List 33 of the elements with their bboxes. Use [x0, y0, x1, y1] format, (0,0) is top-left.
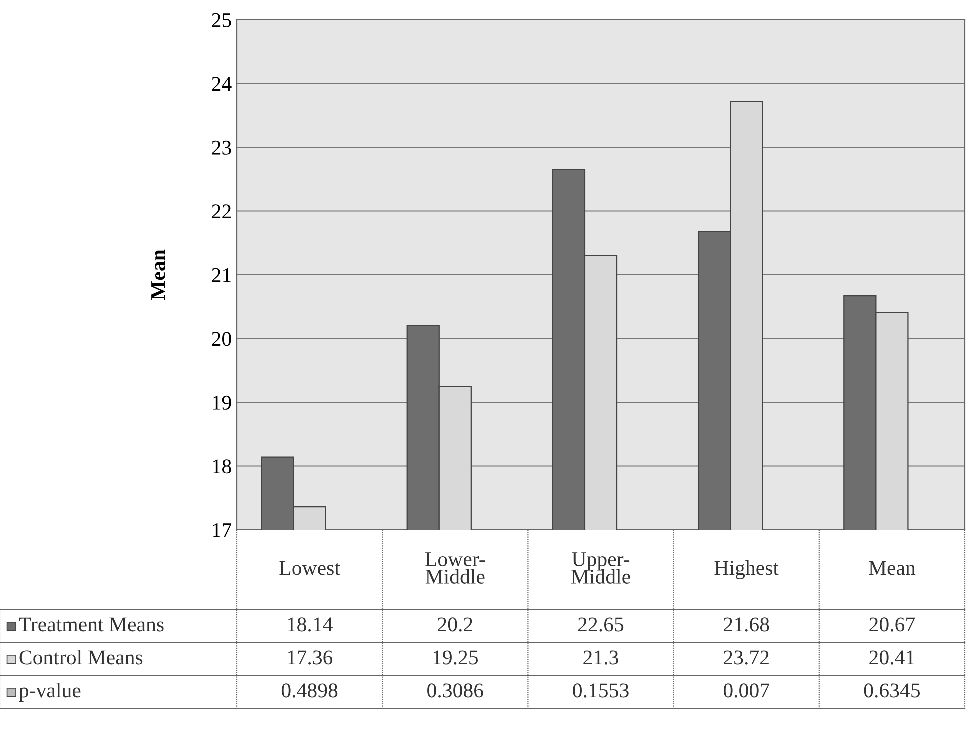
- y-tick-label: 21: [212, 268, 231, 282]
- y-tick-label: 18: [213, 460, 232, 474]
- y-tick-label: 20: [212, 332, 232, 346]
- text: 0.007: [724, 684, 770, 698]
- text: 0.3086: [428, 684, 484, 698]
- data-label: 21.3: [584, 650, 618, 665]
- data-label: 19.25: [434, 650, 478, 665]
- y-tick-label: 17: [213, 523, 232, 538]
- y-tick-label: 22: [212, 204, 231, 218]
- y-tick-label: 19: [213, 396, 232, 410]
- y-tick-label: 23: [212, 140, 232, 155]
- text: 0.6345: [864, 684, 920, 698]
- y-tick-label: 25: [212, 13, 232, 28]
- data-label: 20.41: [870, 650, 914, 665]
- data-label: 22.65: [578, 618, 624, 632]
- text: 0.1553: [573, 684, 629, 698]
- legend-label: p-value: [19, 683, 81, 702]
- x-tick-label: Upper- Middle: [572, 552, 630, 584]
- y-axis-title: Mean: [152, 250, 166, 300]
- legend-label: Treatment Means: [19, 618, 164, 632]
- data-label: 18.14: [288, 618, 333, 632]
- x-tick-label: Lowest: [280, 561, 340, 576]
- data-label: 20.67: [870, 618, 916, 632]
- data-label: 17.36: [288, 650, 333, 665]
- legend-label: Control Means: [20, 650, 143, 665]
- text: 0.4898: [282, 684, 338, 698]
- x-tick-label: Mean: [869, 561, 916, 576]
- data-label: 21.68: [724, 618, 770, 632]
- x-tick-label: Lower- Middle: [426, 552, 486, 584]
- data-label: 23.72: [724, 650, 769, 665]
- data-label: 20.2: [438, 618, 472, 632]
- y-tick-label: 24: [212, 77, 232, 91]
- x-tick-label: Highest: [714, 560, 779, 580]
